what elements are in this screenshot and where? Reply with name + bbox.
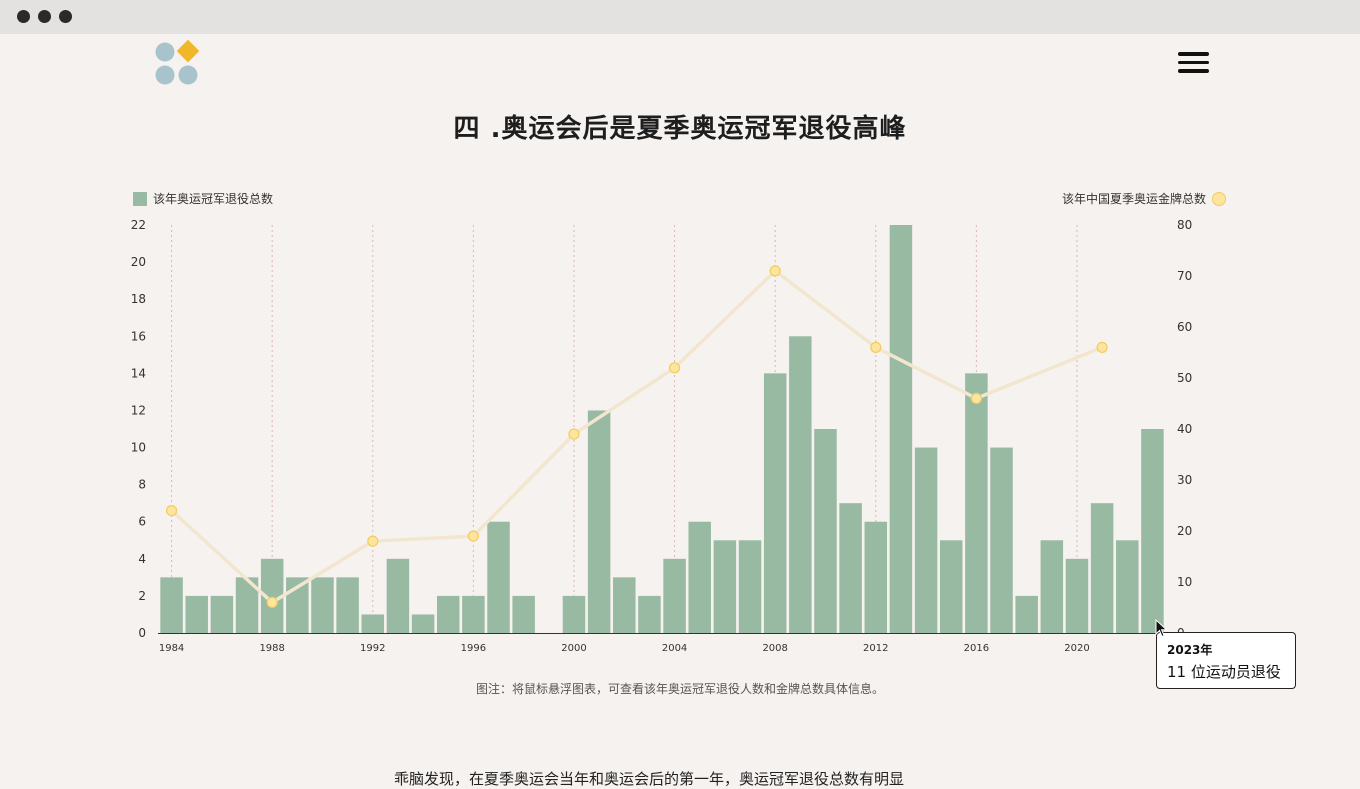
bar[interactable] [990, 447, 1013, 633]
x-tick-label: 2008 [762, 643, 787, 654]
x-tick-label: 2000 [561, 643, 586, 654]
y-left-tick-label: 6 [138, 515, 146, 529]
gold-medal-point[interactable] [266, 596, 278, 609]
x-tick-label: 2004 [662, 643, 687, 654]
gold-medal-point[interactable] [467, 530, 479, 542]
bar[interactable] [1141, 429, 1164, 633]
bar[interactable] [864, 521, 888, 633]
x-tick-label: 2016 [964, 643, 989, 654]
window-close-dot[interactable] [17, 10, 30, 23]
y-right-tick-label: 70 [1177, 269, 1192, 283]
x-tick-label: 2012 [863, 643, 888, 654]
bar[interactable] [235, 577, 259, 633]
y-left-tick-label: 14 [131, 366, 146, 380]
gold-medal-point[interactable] [568, 428, 580, 440]
x-tick-label: 1996 [461, 643, 486, 654]
bar[interactable] [1090, 503, 1114, 633]
window-titlebar [0, 0, 1360, 34]
y-left-tick-label: 12 [131, 403, 146, 417]
bar[interactable] [1116, 540, 1139, 633]
y-right-tick-label: 80 [1177, 218, 1192, 232]
y-left-tick-label: 16 [131, 329, 146, 343]
bar[interactable] [462, 595, 485, 633]
bar[interactable] [512, 595, 535, 633]
y-left-tick-label: 8 [138, 478, 146, 492]
bar[interactable] [587, 410, 611, 633]
hamburger-menu-icon[interactable] [1178, 50, 1210, 76]
bar[interactable] [160, 577, 183, 633]
bar[interactable] [688, 521, 711, 633]
bar[interactable] [386, 558, 410, 633]
bar[interactable] [738, 540, 762, 633]
bar[interactable] [814, 429, 837, 633]
y-left-tick-label: 10 [131, 441, 146, 455]
bar[interactable] [663, 558, 686, 633]
gold-medal-line [170, 269, 1103, 605]
logo-icon[interactable] [154, 40, 202, 88]
bar[interactable] [562, 595, 586, 633]
tooltip-value: 11 位运动员退役 [1167, 663, 1281, 681]
bar[interactable] [210, 595, 234, 633]
bar[interactable] [763, 373, 787, 633]
gold-medal-point[interactable] [870, 341, 882, 353]
bar[interactable] [185, 595, 208, 633]
gold-medal-point[interactable] [668, 362, 681, 374]
y-right-tick-label: 60 [1177, 320, 1192, 334]
legend-right-label: 该年中国夏季奥运金牌总数 [1061, 192, 1206, 206]
bar[interactable] [260, 558, 284, 633]
bar[interactable] [336, 577, 359, 633]
legend-left-label: 该年奥运冠军退役总数 [153, 192, 274, 206]
bar[interactable] [914, 447, 938, 633]
y-left-tick-label: 20 [131, 255, 146, 269]
tooltip-year: 2023年 [1167, 643, 1213, 657]
legend-right: 该年中国夏季奥运金牌总数 [1062, 190, 1226, 207]
y-left-tick-label: 0 [138, 626, 146, 640]
gold-medal-point[interactable] [970, 392, 982, 404]
bar[interactable] [638, 595, 661, 633]
bar[interactable] [1040, 540, 1064, 633]
y-left-tick-label: 2 [138, 589, 146, 603]
y-left-tick-label: 18 [131, 292, 146, 306]
body-paragraph: 乖脑发现，在夏季奥运会当年和奥运会后的第一年，奥运冠军退役总数有明显 [394, 770, 905, 788]
y-right-tick-label: 30 [1177, 473, 1192, 487]
y-right-tick-label: 10 [1177, 575, 1192, 589]
gold-medal-point[interactable] [769, 265, 781, 277]
gold-medal-point[interactable] [1096, 341, 1108, 353]
window-maximize-dot[interactable] [59, 10, 72, 23]
y-right-tick-label: 20 [1177, 524, 1192, 538]
bar[interactable] [613, 577, 636, 633]
bar[interactable] [1015, 595, 1038, 633]
bar[interactable] [939, 540, 963, 633]
x-tick-label: 1988 [259, 643, 284, 654]
bar[interactable] [411, 614, 435, 633]
bar[interactable] [311, 577, 334, 633]
x-tick-label: 1992 [360, 643, 385, 654]
legend-left: 该年奥运冠军退役总数 [133, 190, 273, 207]
window-minimize-dot[interactable] [38, 10, 51, 23]
mouse-cursor-icon [1155, 619, 1168, 638]
bar[interactable] [889, 225, 913, 633]
legend-bar-swatch [133, 191, 147, 206]
bar[interactable] [713, 540, 737, 633]
page-title: 四 .奥运会后是夏季奥运冠军退役高峰 [453, 114, 907, 144]
bar[interactable] [1065, 558, 1089, 633]
chart-note: 图注：将鼠标悬浮图表，可查看该年奥运冠军退役人数和金牌总数具体信息。 [475, 682, 884, 696]
x-tick-label: 2020 [1064, 643, 1089, 654]
bar[interactable] [436, 595, 460, 633]
y-left-tick-label: 4 [138, 552, 146, 566]
chart-tooltip: 2023年 11 位运动员退役 [1156, 632, 1296, 689]
gold-medal-point[interactable] [165, 505, 178, 517]
bar[interactable] [965, 373, 988, 633]
x-tick-label: 1984 [159, 643, 184, 654]
y-right-tick-label: 40 [1177, 422, 1192, 436]
bar[interactable] [361, 614, 385, 633]
y-left-tick-label: 22 [131, 218, 146, 232]
gold-medal-point[interactable] [367, 535, 379, 547]
bar[interactable] [839, 503, 862, 633]
y-right-tick-label: 50 [1177, 371, 1192, 385]
bar[interactable] [789, 336, 812, 633]
chart-area[interactable]: 0246810121416182022010203040506070801984… [0, 0, 1360, 680]
bar[interactable] [487, 521, 510, 633]
legend-point-swatch [1212, 191, 1226, 206]
